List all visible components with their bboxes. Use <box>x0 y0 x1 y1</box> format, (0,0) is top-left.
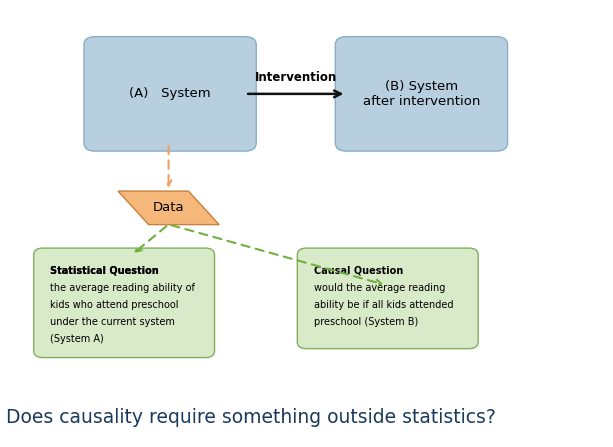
Text: under the current system: under the current system <box>50 317 175 327</box>
Text: Statistical Question: Statistical Question <box>50 266 159 276</box>
Text: (B) System
after intervention: (B) System after intervention <box>363 80 480 108</box>
Text: Does causality require something outside statistics?: Does causality require something outside… <box>6 408 496 427</box>
Text: ability be if all kids attended: ability be if all kids attended <box>314 300 454 310</box>
Text: (A)   System: (A) System <box>129 87 211 101</box>
FancyBboxPatch shape <box>335 37 508 151</box>
FancyBboxPatch shape <box>297 248 478 349</box>
FancyBboxPatch shape <box>84 37 256 151</box>
Text: Intervention: Intervention <box>254 71 337 84</box>
Text: Statistical Question: what is: Statistical Question: what is <box>50 266 187 276</box>
Text: Statistical Question: what is
the average reading ability of
kids who attend pre: Statistical Question: what is the averag… <box>50 266 195 322</box>
Text: Statistical Question: Statistical Question <box>50 266 159 276</box>
Text: (System A): (System A) <box>50 334 104 344</box>
FancyBboxPatch shape <box>34 248 215 358</box>
Text: would the average reading: would the average reading <box>314 283 445 293</box>
Text: the average reading ability of: the average reading ability of <box>50 283 195 293</box>
Text: kids who attend preschool: kids who attend preschool <box>50 300 179 310</box>
Text: preschool (System B): preschool (System B) <box>314 317 418 327</box>
Text: Causal Question: Causal Question <box>314 266 403 276</box>
Text: Data: Data <box>153 201 185 215</box>
Polygon shape <box>118 191 219 224</box>
